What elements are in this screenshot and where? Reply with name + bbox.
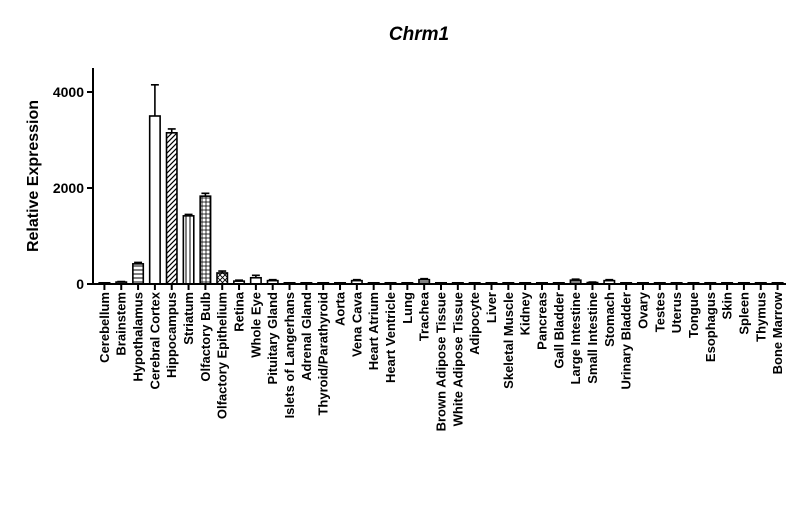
x-tick-label: Skin — [720, 292, 735, 320]
x-tick-label: Tongue — [686, 292, 701, 338]
x-tick-label: Liver — [484, 292, 499, 323]
x-tick-label: Olfactory Epithelium — [215, 292, 230, 419]
x-tick-label: Urinary Bladder — [619, 292, 634, 390]
y-tick-label: 4000 — [53, 84, 84, 100]
error-bar — [571, 278, 580, 281]
bar-series — [98, 115, 784, 285]
bar — [148, 115, 161, 285]
y-axis-ticks: 0 2000 4000 — [53, 84, 93, 292]
x-tick-label: Uterus — [669, 292, 684, 333]
error-bar — [167, 128, 176, 133]
x-tick-label: Hypothalamus — [131, 292, 146, 382]
x-tick-label: Hippocampus — [164, 292, 179, 378]
x-tick-label: Olfactory Bulb — [198, 292, 213, 382]
x-tick-label: Lung — [400, 292, 415, 324]
x-tick-label: Stomach — [602, 292, 617, 347]
y-tick-label: 0 — [76, 276, 84, 292]
error-bar — [218, 270, 227, 273]
x-tick-label: Heart Ventricle — [383, 292, 398, 383]
x-tick-label: Cerebellum — [97, 292, 112, 363]
error-bar — [420, 277, 429, 280]
x-tick-label: Brown Adipose Tissue — [434, 292, 449, 431]
x-tick-label: Kidney — [518, 291, 533, 335]
bar — [132, 263, 145, 285]
error-bar — [201, 192, 210, 197]
x-tick-label: Adipocyte — [467, 292, 482, 355]
bar — [182, 215, 195, 285]
x-tick-label: Aorta — [333, 291, 348, 326]
x-tick-label: Bone Marrow — [770, 291, 785, 374]
x-tick-label: Ovary — [635, 291, 650, 329]
x-tick-label: Whole Eye — [248, 292, 263, 358]
x-axis-ticks: Cerebellum Brainstem Hypothalamus Cerebral … — [97, 284, 785, 431]
y-axis-label: Relative Expression — [25, 100, 42, 252]
x-tick-label: Heart Atrium — [366, 292, 381, 370]
x-tick-label: White Adipose Tissue — [450, 292, 465, 426]
error-bar — [605, 278, 614, 281]
x-tick-label: Gall Bladder — [551, 292, 566, 369]
bar — [165, 132, 178, 285]
x-tick-label: Small Intestine — [585, 292, 600, 384]
x-tick-label: Trachea — [417, 291, 432, 341]
chart-title: Chrm1 — [389, 24, 449, 45]
x-tick-label: Vena Cava — [349, 291, 364, 357]
x-tick-label: Thyroid/Parathyroid — [316, 292, 331, 416]
y-tick-label: 2000 — [53, 180, 84, 196]
bar — [199, 195, 212, 285]
error-bar — [251, 274, 260, 278]
x-tick-label: Pituitary Gland — [265, 292, 280, 385]
x-tick-label: Brainstem — [114, 292, 129, 356]
error-bar — [235, 279, 244, 282]
error-bar — [150, 84, 159, 116]
x-tick-label: Testes — [652, 292, 667, 332]
x-tick-label: Islets of Langerhans — [282, 292, 297, 418]
error-bar — [184, 213, 193, 216]
error-bar — [352, 278, 361, 281]
x-tick-label: Striatum — [181, 292, 196, 345]
x-tick-label: Adrenal Gland — [299, 292, 314, 381]
x-tick-label: Retina — [232, 291, 247, 332]
x-tick-label: Pancreas — [534, 292, 549, 350]
x-tick-label: Thymus — [753, 292, 768, 342]
x-tick-label: Large Intestine — [568, 292, 583, 384]
error-bar — [134, 261, 143, 264]
bar — [216, 272, 229, 285]
error-bar — [268, 278, 277, 281]
x-tick-label: Esophagus — [703, 292, 718, 362]
x-tick-label: Spleen — [736, 292, 751, 335]
x-tick-label: Cerebral Cortex — [147, 291, 162, 389]
x-tick-label: Skeletal Muscle — [501, 292, 516, 389]
